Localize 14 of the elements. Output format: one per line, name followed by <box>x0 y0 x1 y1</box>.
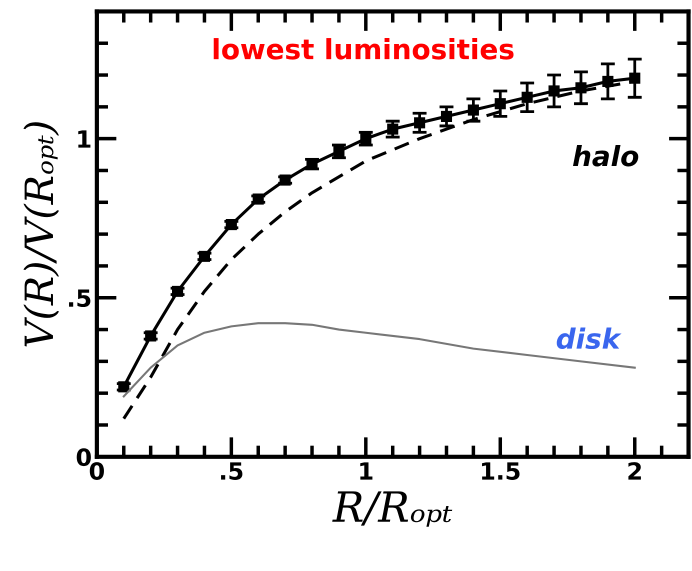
x-tick-label: 1 <box>360 462 372 480</box>
annotation: disk <box>556 328 622 350</box>
y-tick-label: 1 <box>78 130 90 148</box>
x-tick-label: 2 <box>628 462 641 480</box>
y-axis-title: V(R)/V(Rₒₚₜ) <box>23 122 60 346</box>
annotation: halo <box>573 144 638 166</box>
line-series <box>122 322 636 398</box>
y-tick-label: .5 <box>69 289 90 308</box>
x-tick-label: .5 <box>221 462 242 480</box>
x-tick-label: 1.5 <box>482 462 520 480</box>
annotation: lowest luminosities <box>214 38 514 60</box>
x-tick-label: 0 <box>90 462 104 480</box>
y-tick-label: 0 <box>76 448 91 466</box>
x-axis-title: R/Rₒₚₜ <box>332 491 452 527</box>
